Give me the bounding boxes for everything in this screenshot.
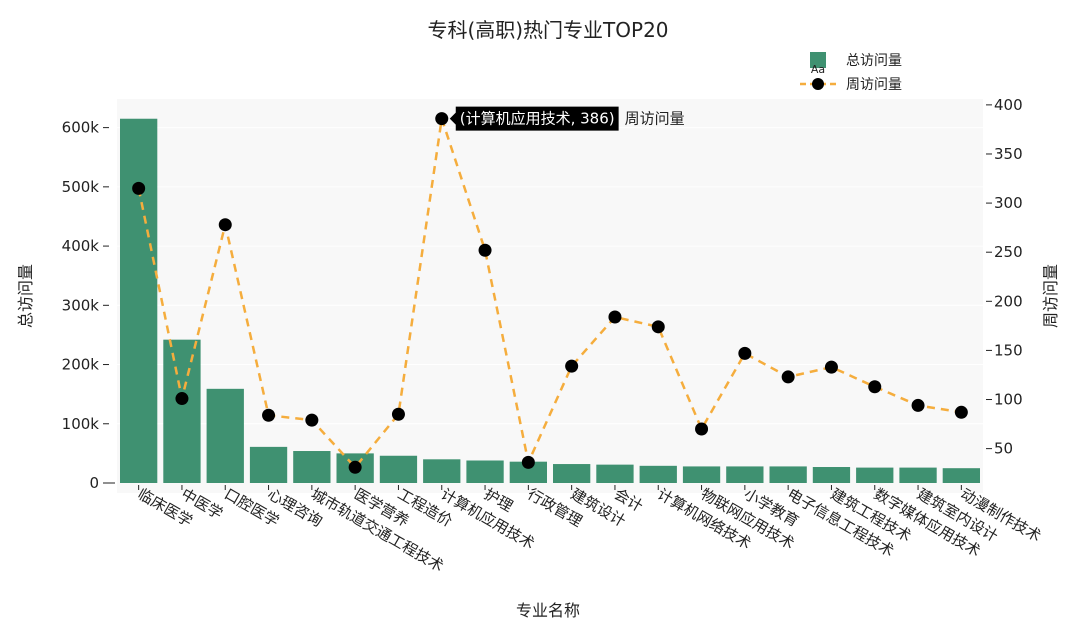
y2-axis-title: 周访问量 xyxy=(1041,264,1060,328)
y-tick-label: 0 xyxy=(89,474,99,492)
legend-bar-label[interactable]: 总访问量 xyxy=(846,53,902,69)
bar-15 xyxy=(769,466,807,483)
y-tick-label: 500k xyxy=(62,178,100,196)
line-point-9 xyxy=(521,455,535,469)
line-point-3 xyxy=(262,408,276,422)
legend-line-marker xyxy=(812,78,824,90)
line-point-7 xyxy=(435,112,449,126)
y2-tick-label: 400 xyxy=(994,96,1023,114)
y2-tick-label: 350 xyxy=(994,145,1023,163)
line-point-19 xyxy=(954,405,968,419)
y2-tick-label: 50 xyxy=(994,440,1013,458)
bar-4 xyxy=(293,451,331,483)
chart-title: 专科(高职)热门专业TOP20 xyxy=(427,18,668,42)
bar-12 xyxy=(639,465,677,483)
y-tick-label: 200k xyxy=(62,356,100,374)
tooltip-series-name: 周访问量 xyxy=(625,110,685,128)
hover-tooltip: (计算机应用技术, 386) 周访问量 xyxy=(449,106,685,131)
bar-17 xyxy=(856,467,894,483)
line-point-12 xyxy=(651,320,665,334)
line-point-17 xyxy=(868,380,882,394)
line-point-4 xyxy=(305,413,319,427)
tooltip-background xyxy=(449,106,619,131)
y2-tick-label: 150 xyxy=(994,341,1023,359)
y-axis-title: 总访问量 xyxy=(16,264,35,328)
line-point-5 xyxy=(348,460,362,474)
bar-2 xyxy=(206,388,244,483)
line-point-15 xyxy=(781,370,795,384)
plot-background xyxy=(117,99,983,493)
bar-14 xyxy=(726,466,764,483)
bar-series xyxy=(120,118,980,483)
bar-11 xyxy=(596,464,634,483)
y2-tick-label: 100 xyxy=(994,391,1023,409)
legend: Aa 总访问量 周访问量 xyxy=(800,52,902,93)
legend-swatch-text: Aa xyxy=(811,63,825,76)
y-tick-label: 600k xyxy=(62,119,100,137)
bar-19 xyxy=(942,468,980,483)
line-point-18 xyxy=(911,398,925,412)
line-series xyxy=(132,112,968,474)
line-point-1 xyxy=(175,392,189,406)
line-point-2 xyxy=(218,218,232,232)
tooltip-text: (计算机应用技术, 386) xyxy=(460,110,615,128)
y-tick-label: 100k xyxy=(62,415,100,433)
bar-9 xyxy=(509,461,547,483)
y2-tick-label: 250 xyxy=(994,243,1023,261)
bar-1 xyxy=(163,339,201,483)
y2-tick-label: 300 xyxy=(994,194,1023,212)
bar-6 xyxy=(379,455,418,483)
bar-3 xyxy=(249,446,288,483)
x-axis: 临床医学中医学口腔医学心理咨询城市轨道交通工程技术医学营养工程造价计算机应用技术… xyxy=(135,485,1045,576)
line-point-10 xyxy=(565,359,579,373)
bar-8 xyxy=(466,460,504,483)
legend-line-label[interactable]: 周访问量 xyxy=(846,77,902,93)
line-point-13 xyxy=(695,422,709,436)
weekly-visits-line xyxy=(137,118,962,470)
bar-10 xyxy=(553,464,591,483)
x-axis-title: 专业名称 xyxy=(516,601,580,620)
bar-16 xyxy=(812,467,851,483)
line-point-14 xyxy=(738,346,752,360)
left-axis: 0 100k 200k 300k 400k 500k 600k xyxy=(62,119,115,492)
bar-7 xyxy=(423,459,461,483)
y2-tick-label: 200 xyxy=(994,292,1023,310)
tooltip-box: (计算机应用技术, 386) xyxy=(449,106,619,131)
bar-18 xyxy=(899,467,937,483)
bar-13 xyxy=(682,466,721,483)
line-point-0 xyxy=(132,181,146,195)
line-point-16 xyxy=(824,360,838,374)
line-point-11 xyxy=(608,310,622,324)
y-tick-label: 300k xyxy=(62,296,100,314)
line-point-6 xyxy=(391,407,405,421)
right-axis: 50 100 150 200 250 300 350 400 xyxy=(986,96,1023,458)
y-tick-label: 400k xyxy=(62,237,100,255)
line-point-8 xyxy=(478,243,492,257)
bar-0 xyxy=(120,118,158,483)
legend-bar-swatch[interactable] xyxy=(810,52,826,68)
